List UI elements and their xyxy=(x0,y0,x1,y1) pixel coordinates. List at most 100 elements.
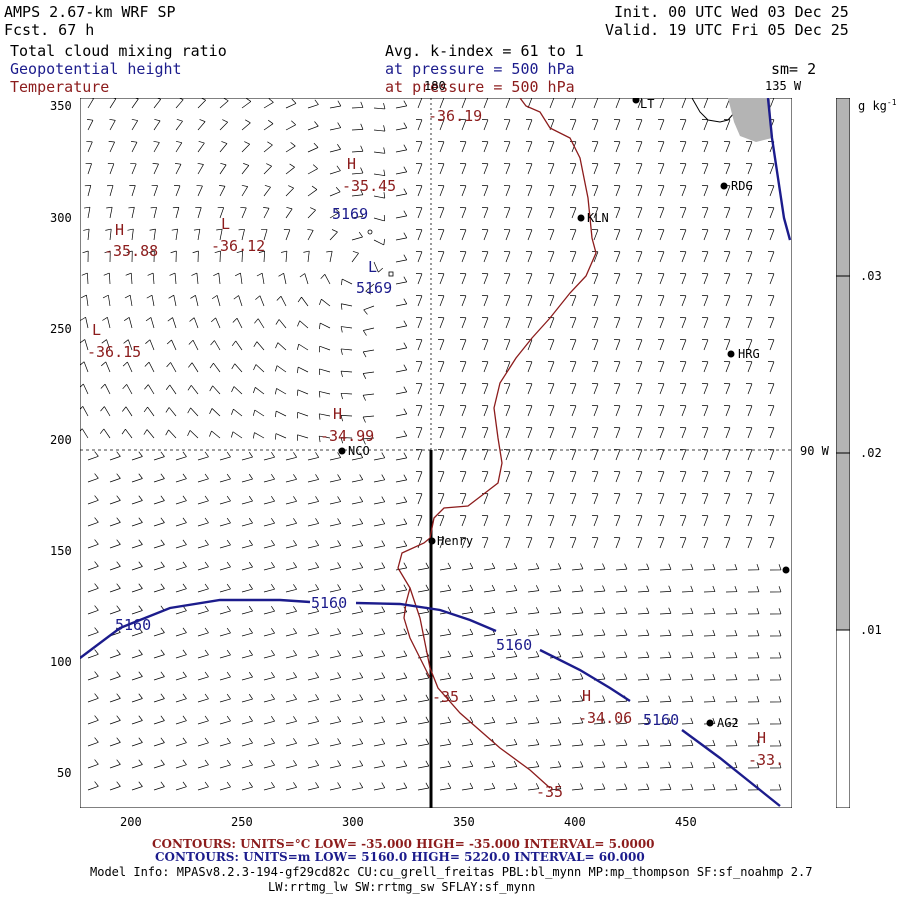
wind-barb-feather xyxy=(469,694,474,701)
wind-barb-shaft xyxy=(681,569,694,571)
wind-barb-shaft xyxy=(109,654,121,659)
wind-barb-shaft xyxy=(351,479,363,483)
wind-barb-feather xyxy=(580,607,584,614)
wind-barb-feather xyxy=(624,783,628,790)
wind-barb-feather xyxy=(580,673,584,680)
wind-barb-shaft xyxy=(127,339,133,351)
wind-barb-feather xyxy=(381,584,386,590)
wind-barb-shaft xyxy=(131,676,143,681)
min-marker-1 xyxy=(367,229,373,235)
wind-barb-shaft xyxy=(725,361,731,373)
wind-barb-feather xyxy=(204,605,209,612)
wind-barb-shaft xyxy=(725,317,731,329)
wind-barb-shaft xyxy=(351,721,363,725)
wind-barb-shaft xyxy=(615,317,621,329)
smoothing-label: sm= 2 xyxy=(771,60,817,78)
y-tick-250: 250 xyxy=(50,322,72,336)
wind-barb-shaft xyxy=(461,98,467,109)
wind-barb-feather xyxy=(116,715,121,721)
wind-barb-shaft xyxy=(238,295,243,307)
wind-barb-shaft xyxy=(263,566,275,571)
wind-barb-shaft xyxy=(549,98,555,109)
wind-barb-shaft xyxy=(703,383,709,395)
wind-barb-feather xyxy=(160,715,165,721)
wind-barb-shaft xyxy=(703,449,709,461)
wind-barb-shaft xyxy=(593,251,599,263)
wind-barb-shaft xyxy=(615,656,627,659)
wind-barb-feather xyxy=(122,406,127,412)
wind-barb-feather xyxy=(226,495,231,502)
wind-barb-shaft xyxy=(175,478,187,483)
wind-barb-shaft xyxy=(329,127,341,131)
wind-barb-shaft xyxy=(439,339,445,351)
wind-barb-shaft xyxy=(461,589,473,593)
wind-barb-shaft xyxy=(593,185,599,197)
wind-barb-shaft xyxy=(131,566,143,571)
wind-barb-shaft xyxy=(637,515,643,527)
wind-barb-feather xyxy=(403,584,408,591)
model-info: Model Info: MPASv8.2.3-194-gf29cd82c CU:… xyxy=(90,865,813,879)
wind-barb-shaft xyxy=(395,193,407,197)
wind-barb-shaft xyxy=(87,229,90,241)
wind-barb-shaft xyxy=(681,361,687,373)
wind-barb-feather xyxy=(124,317,130,321)
wind-barb-shaft xyxy=(259,295,265,307)
wind-barb-feather xyxy=(94,539,99,545)
wind-barb-feather xyxy=(447,672,452,679)
wind-barb-shaft xyxy=(215,317,221,329)
wind-barb-feather xyxy=(602,739,606,746)
wind-barb-shaft xyxy=(637,98,643,109)
wind-barb-shaft xyxy=(109,185,114,197)
wind-barb-shaft xyxy=(527,568,539,571)
wind-barb-shaft xyxy=(703,119,709,131)
wind-barb-shaft xyxy=(637,251,643,263)
wind-barb-shaft xyxy=(329,633,341,637)
wind-barb-shaft xyxy=(483,537,489,549)
wind-barb-shaft xyxy=(505,788,517,791)
wind-barb-shaft xyxy=(87,631,99,637)
wind-barb-shaft xyxy=(125,406,133,417)
temp-low-marker-2: L xyxy=(92,321,102,339)
wind-barb-shaft xyxy=(527,251,533,263)
wind-barb-shaft xyxy=(549,405,555,417)
wind-barb-feather xyxy=(293,672,297,678)
wind-barb-shaft xyxy=(615,119,621,131)
wind-barb-feather xyxy=(130,141,138,143)
wind-barb-feather xyxy=(188,339,194,345)
map-plot xyxy=(80,98,792,808)
wind-barb-shaft xyxy=(108,295,111,307)
wind-barb-feather xyxy=(81,272,88,276)
wind-barb-shaft xyxy=(85,317,89,329)
wind-barb-shaft xyxy=(417,743,429,747)
wind-barb-feather xyxy=(253,387,256,394)
wind-barb-feather xyxy=(155,98,161,100)
wind-barb-feather xyxy=(124,294,131,299)
wind-barb-shaft xyxy=(549,612,561,615)
wind-barb-shaft xyxy=(153,500,165,505)
wind-barb-shaft xyxy=(131,632,143,637)
wind-barb-shaft xyxy=(483,766,495,769)
wind-barb-feather xyxy=(204,715,209,722)
wind-barb-shaft xyxy=(681,317,687,329)
wind-barb-shaft xyxy=(703,273,709,285)
wind-barb-shaft xyxy=(175,544,187,549)
wind-barb-shaft xyxy=(87,141,93,153)
wind-barb-shaft xyxy=(351,107,364,109)
wind-barb-shaft xyxy=(213,362,221,373)
wind-barb-shaft xyxy=(341,326,353,329)
height-low-marker-2: L xyxy=(368,258,378,276)
wind-barb-shaft xyxy=(373,589,385,593)
wind-barb-shaft xyxy=(439,295,445,307)
wind-barb-shaft xyxy=(593,744,605,747)
wind-barb-shaft xyxy=(615,449,621,461)
wind-barb-feather xyxy=(105,228,112,231)
wind-barb-feather xyxy=(646,761,650,768)
wind-barb-feather xyxy=(734,585,738,592)
wind-barb-shaft xyxy=(365,283,375,292)
station-rdg-label: RDG xyxy=(731,179,753,193)
wind-barb-shaft xyxy=(571,634,583,637)
wind-barb-shaft xyxy=(659,449,665,461)
wind-barb-feather xyxy=(204,627,209,634)
wind-barb-feather xyxy=(469,650,474,657)
wind-barb-feather xyxy=(293,694,297,700)
